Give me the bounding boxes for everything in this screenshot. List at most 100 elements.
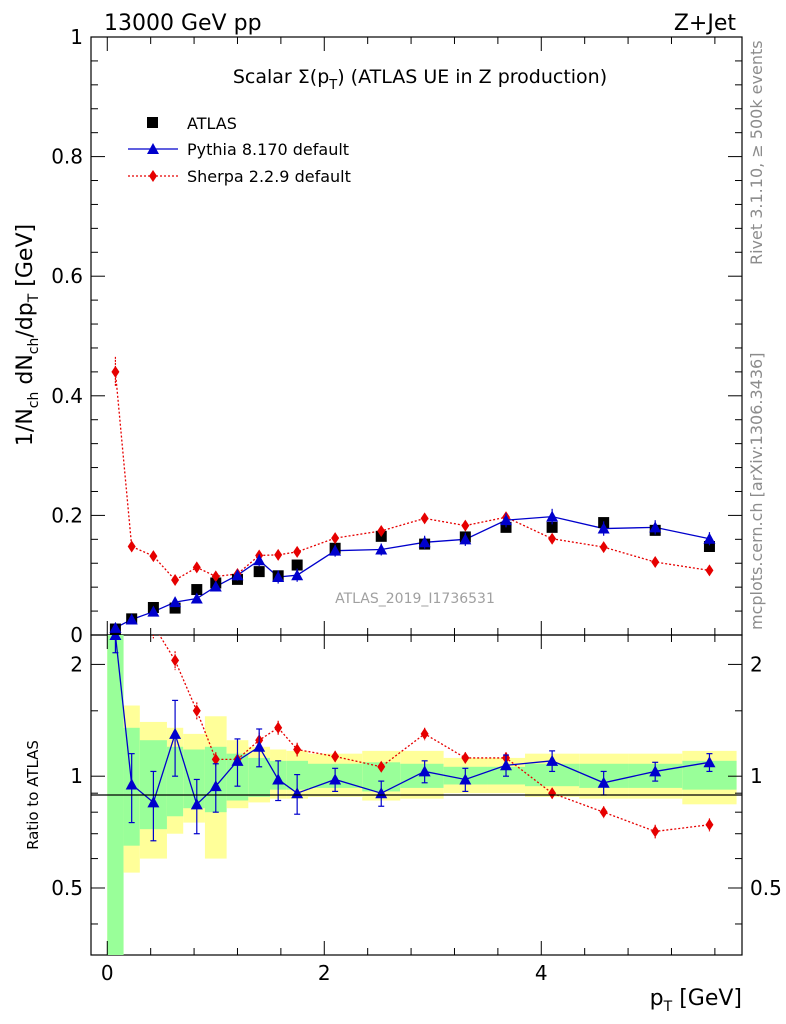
ratio-tick-label-left: 1 [70, 764, 83, 788]
atlas-data-point [169, 602, 181, 614]
title-main: Scalar Σ(p [233, 66, 329, 88]
x-tick-label: 0 [101, 961, 114, 985]
sherpa-ratio-point [293, 743, 302, 756]
x-axis-title: pT [GeV] [650, 986, 742, 1015]
header-right: Z+Jet [674, 11, 737, 36]
main-axis-ticks: 0 0.2 0.4 0.6 0.8 1 [51, 25, 742, 647]
main-tick-label: 0.8 [51, 145, 83, 169]
sherpa-ratio-point [548, 787, 557, 800]
main-y-axis-title: 1/Nch dNch/dpT [GeV] [13, 224, 42, 446]
pythia-ratio-point [597, 776, 610, 788]
ylabel-part-g: [GeV] [13, 224, 38, 294]
ratio-band-green [248, 757, 271, 797]
pythia-main-point [190, 592, 203, 604]
sherpa-ratio-point [377, 760, 386, 773]
pythia-main-point [500, 514, 513, 526]
sherpa-ratio-point [420, 727, 429, 740]
sherpa-main-point [274, 548, 283, 561]
sherpa-ratio-point [111, 511, 119, 523]
ylabel-part-f: T [26, 293, 42, 303]
ylabel-part-a: 1/N [13, 408, 38, 446]
pythia-ratio-point [649, 765, 662, 777]
pythia-ratio-point [253, 740, 266, 752]
pythia-ratio-point [190, 798, 203, 810]
legend-label-pythia: Pythia 8.170 default [187, 140, 349, 159]
atlas-data-point [191, 584, 203, 596]
side-text-rivet: Rivet 3.1.10, ≥ 500k events [747, 40, 766, 265]
pythia-ratio-point [231, 754, 244, 766]
sherpa-ratio-point [599, 806, 608, 819]
pythia-main-point [375, 543, 388, 555]
ylabel-part-b: ch [26, 392, 42, 409]
pythia-ratio-point [125, 778, 138, 790]
title-sub: T [328, 78, 337, 93]
pythia-main-point [231, 569, 244, 581]
legend-label-sherpa: Sherpa 2.2.9 default [187, 167, 351, 186]
ratio-tick-label-right: 2 [750, 652, 763, 676]
ratio-band-green [183, 749, 205, 809]
x-axis-ticks: 0 2 4 [101, 37, 716, 985]
sherpa-main-point [420, 512, 429, 525]
sherpa-main-point [548, 532, 557, 545]
sherpa-main-point [127, 540, 136, 553]
pythia-ratio-point [209, 780, 222, 792]
main-tick-label: 0.2 [51, 503, 83, 527]
sherpa-main-point [293, 545, 302, 558]
main-series-layer [109, 356, 716, 635]
pythia-main-point [703, 532, 716, 544]
pythia-ratio-point [418, 765, 431, 777]
pythia-main-line [115, 515, 710, 629]
pythia-ratio-point [546, 754, 559, 766]
pythia-main-point [109, 621, 122, 633]
analysis-watermark: ATLAS_2019_I1736531 [335, 591, 495, 607]
sherpa-main-point [331, 532, 340, 545]
pythia-main-point [597, 522, 610, 534]
xlabel-part-c: [GeV] [672, 986, 742, 1011]
sherpa-main-point [192, 561, 201, 574]
pythia-main-point [546, 510, 559, 522]
ylabel-part-e: /dp [13, 302, 38, 337]
sherpa-main-point [461, 519, 470, 532]
sherpa-main-point [211, 570, 220, 583]
pythia-main-point [649, 521, 662, 533]
pythia-main-point [147, 605, 160, 617]
ylabel-part-c: dN [13, 354, 38, 391]
pythia-ratio-point [109, 635, 122, 640]
pythia-ratio-point [703, 756, 716, 768]
legend-marker-atlas [147, 117, 158, 128]
sherpa-main-point [171, 573, 180, 586]
title-tail: ) (ATLAS UE in Z production) [337, 66, 607, 88]
pythia-ratio-point [272, 773, 285, 785]
ratio-tick-label-right: 0.5 [750, 876, 782, 900]
sherpa-main-line [114, 371, 710, 581]
x-tick-label: 4 [535, 961, 548, 985]
sherpa-main-point [651, 556, 660, 569]
header-left: 13000 GeV pp [104, 11, 262, 36]
pythia-main-point [329, 544, 342, 556]
x-tick-label: 2 [318, 961, 331, 985]
main-tick-label: 1 [70, 25, 83, 49]
pythia-ratio-point [500, 759, 513, 771]
ratio-band-green [525, 763, 580, 787]
main-tick-label: 0 [70, 623, 83, 647]
atlas-data-point [291, 559, 303, 571]
pythia-main-point [253, 554, 266, 566]
legend: ATLAS Pythia 8.170 default Sherpa 2.2.9 … [128, 114, 351, 186]
sherpa-main-point [111, 365, 120, 378]
pythia-ratio-point [459, 773, 472, 785]
sherpa-ratio-point [128, 593, 136, 605]
ratio-series-layer [109, 511, 716, 842]
sherpa-ratio-point [171, 654, 180, 667]
pythia-main-point [209, 580, 222, 592]
sherpa-ratio-point [331, 750, 340, 763]
sherpa-main-point [705, 564, 714, 577]
atlas-data-point [546, 521, 558, 533]
ratio-band-green [166, 746, 184, 817]
ratio-tick-label-left: 2 [70, 652, 83, 676]
pythia-ratio-point [147, 796, 160, 808]
side-text-mcplots: mcplots.cern.ch [arXiv:1306.3436] [747, 353, 766, 630]
legend-label-atlas: ATLAS [187, 114, 237, 133]
sherpa-ratio-point [274, 721, 283, 734]
pythia-ratio-point [329, 773, 342, 785]
